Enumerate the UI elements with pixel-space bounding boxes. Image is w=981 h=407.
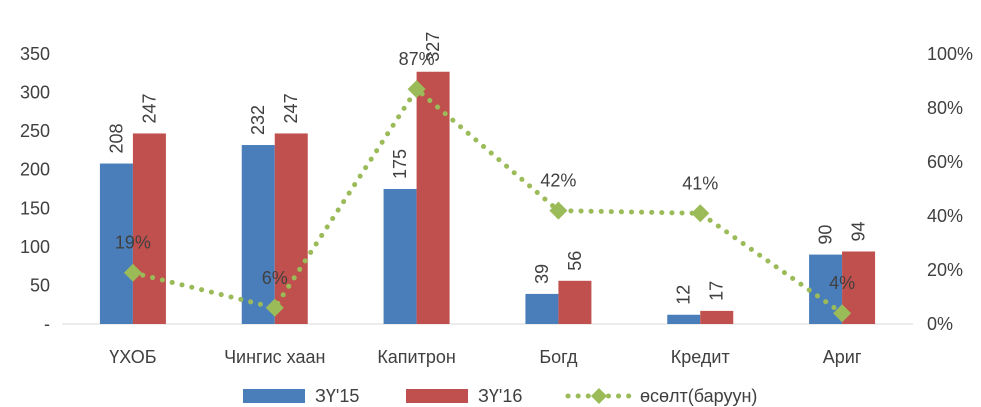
legend-label: ЗҮ'16 [478, 386, 522, 406]
y-right-tick-label: 100% [927, 44, 973, 64]
growth-value-label: 19% [115, 233, 151, 253]
legend-swatch [406, 389, 468, 403]
y-left-tick-label: 50 [30, 275, 50, 295]
y-right-tick-label: 0% [927, 314, 953, 334]
category-label: Кредит [671, 347, 730, 367]
bar-value-label: 39 [532, 264, 552, 284]
data-labels: 208 232 175 39 12 90 247 247 327 56 17 94 19% 6% 87% 42… [106, 32, 868, 305]
bar [99, 163, 133, 324]
y-left-tick-label: 350 [20, 44, 50, 64]
growth-point [123, 263, 142, 282]
bar-value-label: 17 [707, 281, 727, 301]
growth-point [265, 298, 284, 317]
category-label: Капитрон [377, 347, 456, 367]
y-right-axis: 0% 20% 40% 60% 80% 100% [927, 44, 973, 334]
growth-value-label: 41% [682, 173, 718, 193]
y-left-tick-label: - [44, 314, 50, 334]
bar-value-label: 175 [390, 149, 410, 179]
bar-value-label: 56 [565, 251, 585, 271]
category-label: Богд [539, 347, 578, 367]
y-left-tick-label: 200 [20, 160, 50, 180]
y-left-tick-label: 300 [20, 83, 50, 103]
y-left-tick-label: 250 [20, 121, 50, 141]
bar-value-label: 247 [139, 93, 159, 123]
bar [525, 293, 559, 324]
bar [132, 133, 166, 324]
legend-label: ЗҮ'15 [315, 386, 359, 406]
legend-marker [591, 388, 607, 404]
bar-value-label: 247 [281, 93, 301, 123]
y-right-tick-label: 20% [927, 260, 963, 280]
y-right-tick-label: 40% [927, 206, 963, 226]
legend-label: өсөлт(баруун) [640, 386, 757, 406]
growth-point [833, 304, 852, 323]
growth-line [130, 85, 845, 316]
bar [241, 145, 275, 324]
bar [700, 310, 734, 324]
y-right-tick-label: 60% [927, 152, 963, 172]
bar [416, 71, 450, 324]
growth-point [407, 80, 426, 99]
growth-value-label: 87% [399, 49, 435, 69]
bar-value-label: 90 [816, 225, 836, 245]
growth-value-label: 6% [262, 268, 288, 288]
growth-value-label: 4% [829, 273, 855, 293]
growth-point [691, 204, 710, 223]
y-left-axis: - 50 100 150 200 250 300 350 [20, 44, 50, 334]
y-right-tick-label: 80% [927, 98, 963, 118]
bar-value-label: 12 [674, 285, 694, 305]
category-label: ҮХОБ [109, 347, 156, 367]
bar [558, 280, 592, 324]
category-label: Чингис хаан [224, 347, 325, 367]
bar-value-label: 232 [248, 105, 268, 135]
y-left-tick-label: 100 [20, 237, 50, 257]
bar-value-label: 94 [849, 221, 869, 241]
bars [99, 71, 876, 324]
bar-value-label: 327 [423, 32, 443, 62]
x-axis: ҮХОБ Чингис хаан Капитрон Богд Кредит Ариг [109, 347, 862, 367]
bar [383, 189, 417, 324]
bar [667, 314, 701, 324]
growth-value-label: 42% [540, 171, 576, 191]
line-series [123, 80, 852, 323]
legend-swatch [243, 389, 305, 403]
bar [274, 133, 308, 324]
y-left-tick-label: 150 [20, 198, 50, 218]
legend: ЗҮ'15 ЗҮ'16 өсөлт(баруун) [243, 386, 757, 406]
growth-point [549, 201, 568, 220]
category-label: Ариг [823, 347, 862, 367]
bar-value-label: 208 [106, 123, 126, 153]
